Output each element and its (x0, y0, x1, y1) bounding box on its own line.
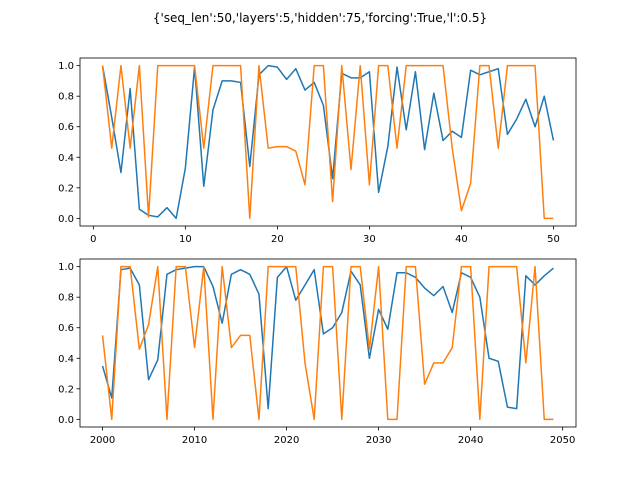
series-line-2 (101, 265, 554, 421)
y-tick-label: 0.0 (58, 214, 74, 225)
x-tick-label: 20 (271, 234, 284, 245)
x-tick-label: 2000 (90, 435, 115, 446)
y-tick-label: 0.0 (58, 415, 74, 426)
x-tick-label: 2030 (366, 435, 391, 446)
y-tick-label: 1.0 (58, 262, 74, 273)
x-tick-label: 2010 (182, 435, 207, 446)
x-tick-label: 30 (363, 234, 376, 245)
subplot-top: 0 10 20 30 40 50 0.0 0.2 0.4 0.6 0.8 1.0 (58, 57, 577, 245)
axes-frame (79, 57, 577, 227)
y-tick-label: 0.4 (58, 354, 74, 365)
subplot-bottom: 2000 2010 2020 2030 2040 2050 0.0 0.2 0.4 0.6 0.8 1… (58, 258, 577, 446)
x-tick-label: 2020 (274, 435, 299, 446)
x-tick-label: 2040 (458, 435, 483, 446)
x-tick-label: 50 (547, 234, 560, 245)
y-tick-label: 0.2 (58, 384, 74, 395)
x-tick-label: 0 (90, 234, 96, 245)
x-tick-label: 2050 (550, 435, 575, 446)
chart-title: {'seq_len':50,'layers':5,'hidden':75,'fo… (153, 11, 487, 25)
y-tick-label: 1.0 (58, 61, 74, 72)
y-tick-label: 0.6 (58, 122, 74, 133)
y-tick-label: 0.8 (58, 92, 74, 103)
y-tick-label: 0.8 (58, 293, 74, 304)
y-tick-label: 0.2 (58, 183, 74, 194)
y-tick-label: 0.6 (58, 323, 74, 334)
x-tick-label: 40 (455, 234, 468, 245)
series-line-1 (101, 265, 554, 410)
x-tick-label: 10 (179, 234, 192, 245)
axes-frame (79, 258, 577, 428)
y-tick-label: 0.4 (58, 153, 74, 164)
series-line-2 (101, 64, 554, 220)
